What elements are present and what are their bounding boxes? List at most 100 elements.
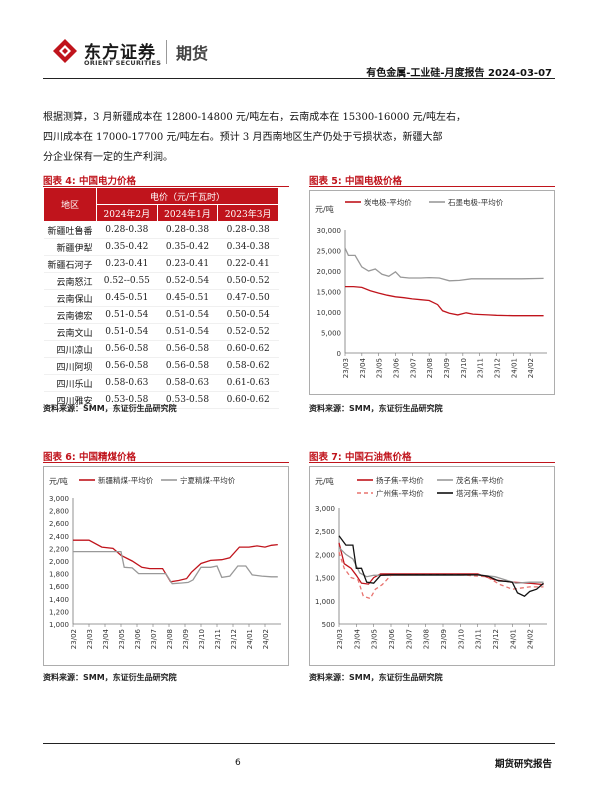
legend-label: 茂名焦-平均价 — [456, 475, 504, 485]
table-header-region: 地区 — [43, 187, 97, 222]
table-row: 云南德宏 0.51-0.54 0.51-0.54 0.50-0.54 — [43, 306, 279, 324]
legend-label: 扬子焦-平均价 — [376, 475, 424, 485]
fig6-title: 图表 6: 中国精煤价格 — [43, 452, 137, 463]
table-cell-price: 0.28-0.38 — [96, 221, 158, 239]
series-line — [73, 539, 278, 583]
y-tick-label: 1,500 — [315, 575, 335, 583]
legend-label: 石墨电极-平均价 — [448, 197, 504, 207]
table-cell-price: 0.53-0.58 — [96, 391, 158, 409]
chart-frame — [43, 466, 289, 666]
y-tick-label: 2,600 — [49, 520, 69, 528]
table-cell-region: 云南文山 — [43, 323, 97, 341]
table-cell-price: 0.60-0.62 — [217, 391, 279, 409]
fig4-title: 图表 4: 中国电力价格 — [43, 176, 137, 187]
x-tick-label: 23/12 — [494, 358, 502, 378]
brand-divider — [166, 40, 167, 64]
y-axis-label: 元/吨 — [315, 204, 334, 214]
y-tick-label: 5,000 — [321, 330, 341, 338]
division-label: 期货 — [176, 44, 209, 63]
brand-logo-icon — [53, 39, 77, 63]
x-tick-label: 23/03 — [86, 629, 94, 649]
table-cell-price: 0.23-0.41 — [96, 255, 158, 273]
table-cell-region: 四川阿坝 — [43, 357, 97, 375]
x-tick-label: 23/05 — [376, 358, 384, 378]
table-cell-price: 0.35-0.42 — [157, 238, 218, 256]
y-tick-label: 30,000 — [317, 227, 342, 235]
x-tick-label: 24/02 — [527, 358, 535, 378]
legend-label: 广州焦-平均价 — [376, 488, 424, 498]
table-cell-region: 云南保山 — [43, 289, 97, 307]
x-tick-label: 23/07 — [405, 629, 413, 649]
table-cell-price: 0.50-0.54 — [217, 306, 279, 324]
x-tick-label: 23/06 — [134, 628, 142, 649]
table-row: 四川雅安 0.53-0.58 0.53-0.58 0.60-0.62 — [43, 391, 279, 409]
chart-frame — [309, 466, 555, 666]
x-tick-label: 23/04 — [353, 628, 361, 649]
legend-label: 新疆精煤-平均价 — [98, 475, 154, 485]
y-tick-label: 25,000 — [317, 248, 342, 256]
y-tick-label: 10,000 — [317, 309, 342, 317]
fig4-source: 资料来源：SMM，东证衍生品研究院 — [43, 404, 177, 413]
table-cell-region: 四川凉山 — [43, 340, 97, 358]
table-header-col: 2023年3月 — [217, 204, 279, 222]
y-tick-label: 1,600 — [49, 583, 69, 591]
table-row: 新疆伊犁 0.35-0.42 0.35-0.42 0.34-0.38 — [43, 238, 279, 256]
x-tick-label: 23/05 — [371, 629, 379, 649]
x-tick-label: 23/05 — [118, 629, 126, 649]
table-header-group: 电价（元/千瓦时） — [96, 187, 279, 205]
table-row: 新疆石河子 0.23-0.41 0.23-0.41 0.22-0.41 — [43, 255, 279, 273]
table-cell-price: 0.23-0.41 — [157, 255, 218, 273]
x-tick-label: 23/02 — [70, 629, 78, 649]
fig7-title-rule — [309, 462, 555, 463]
x-tick-label: 23/08 — [166, 629, 174, 649]
table-cell-region: 新疆伊犁 — [43, 238, 97, 256]
x-tick-label: 23/07 — [150, 629, 158, 649]
x-tick-label: 23/04 — [359, 357, 367, 378]
y-tick-label: 2,800 — [49, 508, 69, 516]
x-tick-label: 23/11 — [477, 358, 485, 378]
y-tick-label: 1,000 — [315, 598, 335, 606]
y-tick-label: 2,500 — [315, 528, 335, 536]
table-header-col: 2024年2月 — [96, 204, 158, 222]
table-cell-price: 0.45-0.51 — [96, 289, 158, 307]
fig7-source: 资料来源：SMM，东证衍生品研究院 — [309, 673, 443, 682]
x-tick-label: 23/10 — [460, 358, 468, 378]
x-tick-label: 24/01 — [509, 629, 517, 649]
table-cell-price: 0.61-0.63 — [217, 374, 279, 392]
table-cell-price: 0.28-0.38 — [157, 221, 218, 239]
fig5-title-rule — [309, 186, 555, 187]
table-cell-region: 新疆石河子 — [43, 255, 97, 273]
table-cell-price: 0.45-0.51 — [157, 289, 218, 307]
x-tick-label: 23/06 — [388, 628, 396, 649]
table-cell-region: 云南怒江 — [43, 272, 97, 290]
x-tick-label: 23/10 — [457, 629, 465, 649]
table-cell-price: 0.51-0.54 — [96, 323, 158, 341]
x-tick-label: 23/06 — [393, 357, 401, 378]
series-line — [338, 542, 544, 586]
x-tick-label: 24/02 — [527, 629, 535, 649]
x-tick-label: 23/08 — [426, 358, 434, 378]
y-tick-label: 0 — [337, 350, 341, 358]
table-cell-price: 0.52-0.54 — [157, 272, 218, 290]
y-tick-label: 3,000 — [315, 505, 335, 513]
x-tick-label: 23/12 — [492, 629, 500, 649]
fig5-source: 资料来源：SMM，东证衍生品研究院 — [309, 404, 443, 413]
table-cell-region: 云南德宏 — [43, 306, 97, 324]
x-tick-label: 23/09 — [182, 629, 190, 649]
x-tick-label: 23/03 — [342, 358, 350, 378]
table-cell-region: 新疆吐鲁番 — [43, 221, 97, 239]
table-cell-price: 0.34-0.38 — [217, 238, 279, 256]
table-cell-price: 0.52-0.52 — [217, 323, 279, 341]
table-cell-region: 四川雅安 — [43, 391, 97, 409]
table-cell-price: 0.22-0.41 — [217, 255, 279, 273]
y-tick-label: 3,000 — [49, 495, 69, 503]
y-tick-label: 15,000 — [317, 289, 342, 297]
table-row: 四川阿坝 0.56-0.58 0.56-0.58 0.58-0.62 — [43, 357, 279, 375]
table-row: 云南保山 0.45-0.51 0.45-0.51 0.47-0.50 — [43, 289, 279, 307]
y-tick-label: 1,200 — [49, 608, 69, 616]
report-title: 有色金属-工业硅-月度报告 2024-03-07 — [366, 68, 552, 79]
y-tick-label: 20,000 — [317, 268, 342, 276]
footer-label: 期货研究报告 — [494, 759, 552, 770]
table-cell-price: 0.53-0.58 — [157, 391, 218, 409]
table-cell-price: 0.58-0.63 — [96, 374, 158, 392]
